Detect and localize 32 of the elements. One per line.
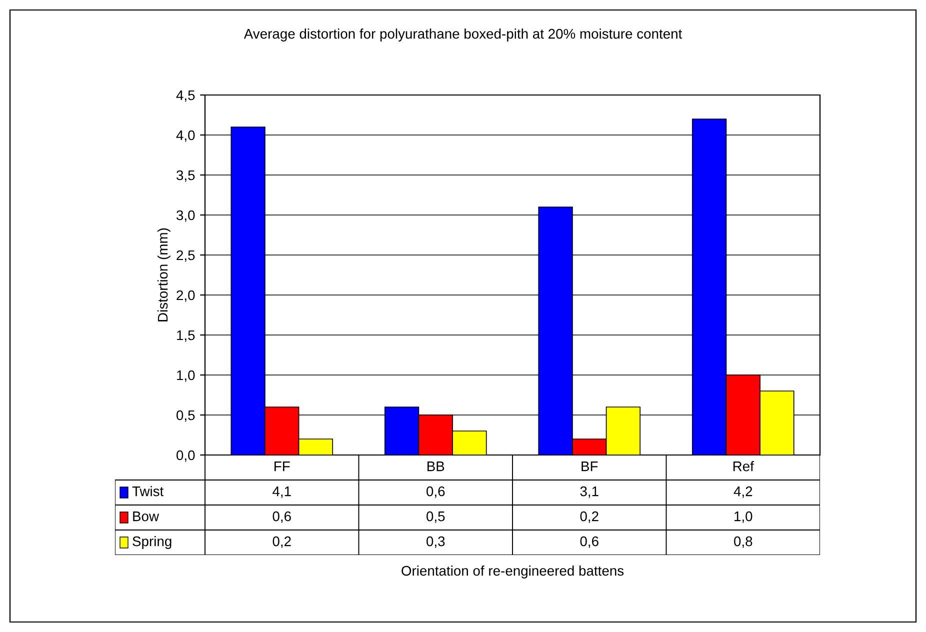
- x-tick-label: BB: [428, 462, 444, 472]
- legend-label: Spring: [132, 536, 172, 549]
- y-tick-label: 1,5: [177, 330, 195, 342]
- y-tick-label: 0,5: [176, 410, 195, 422]
- data-label: 0,5: [426, 511, 445, 523]
- y-tick-label: 3,5: [176, 170, 195, 182]
- data-label: 0,6: [426, 486, 445, 498]
- data-label: 0,3: [426, 536, 445, 548]
- data-label: 0,6: [580, 536, 598, 548]
- chart-title: Average distortion for polyurathane boxed-pith at 20% moisture content: [244, 28, 682, 42]
- y-tick-label: 0,0: [176, 450, 195, 462]
- data-label: 4,2: [734, 486, 752, 498]
- y-tick-label: 3,0: [176, 210, 195, 222]
- data-label: 0,8: [734, 536, 752, 548]
- data-label: 4,1: [272, 486, 291, 498]
- data-label: 0,2: [272, 536, 291, 548]
- legend-label: Bow: [133, 512, 160, 522]
- y-tick-label: 2,5: [176, 250, 195, 262]
- data-label: 0,6: [272, 511, 291, 523]
- data-label: 0,2: [580, 511, 598, 523]
- data-label: 3,1: [580, 486, 598, 498]
- text: Orientation of re-engineered battens: [402, 566, 624, 578]
- data-label: 1,0: [734, 511, 752, 523]
- y-tick-label: 4,0: [176, 130, 195, 142]
- x-tick-label: Ref: [733, 461, 754, 472]
- x-tick-label: FF: [274, 462, 290, 472]
- y-tick-label: 2,0: [176, 290, 195, 302]
- x-tick-label: BF: [582, 462, 598, 472]
- y-axis-title: Distortion (mm): [157, 228, 170, 322]
- legend-label: Twist: [132, 486, 164, 496]
- y-tick-label: 4,5: [176, 90, 195, 102]
- y-tick-label: 1,0: [177, 370, 195, 382]
